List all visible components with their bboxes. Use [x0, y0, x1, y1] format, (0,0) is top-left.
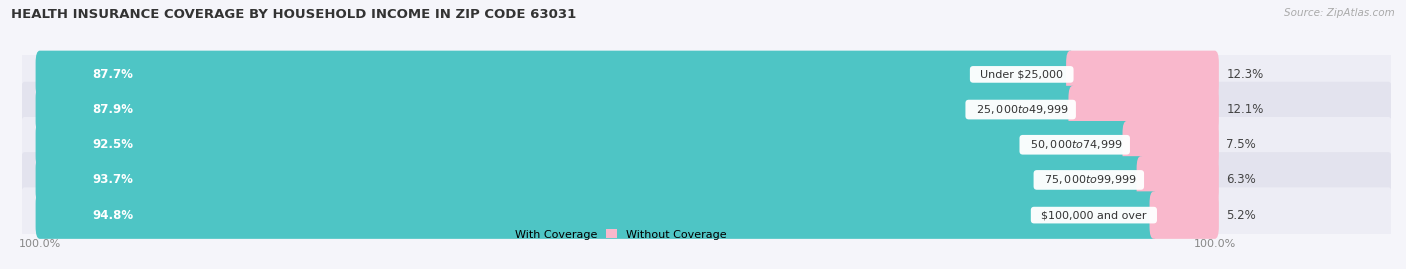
Text: 6.3%: 6.3%: [1226, 174, 1256, 186]
FancyBboxPatch shape: [35, 121, 1130, 168]
Text: $25,000 to $49,999: $25,000 to $49,999: [969, 103, 1073, 116]
FancyBboxPatch shape: [1136, 156, 1219, 204]
Text: 5.2%: 5.2%: [1226, 208, 1256, 222]
Text: $100,000 and over: $100,000 and over: [1035, 210, 1154, 220]
Text: 12.1%: 12.1%: [1226, 103, 1264, 116]
Legend: With Coverage, Without Coverage: With Coverage, Without Coverage: [495, 229, 727, 240]
Text: 7.5%: 7.5%: [1226, 138, 1256, 151]
FancyBboxPatch shape: [1122, 121, 1219, 168]
FancyBboxPatch shape: [35, 86, 1077, 133]
FancyBboxPatch shape: [21, 152, 1392, 208]
FancyBboxPatch shape: [35, 51, 1074, 98]
FancyBboxPatch shape: [1066, 51, 1219, 98]
Text: Source: ZipAtlas.com: Source: ZipAtlas.com: [1284, 8, 1395, 18]
Text: 12.3%: 12.3%: [1226, 68, 1264, 81]
FancyBboxPatch shape: [35, 156, 1144, 204]
FancyBboxPatch shape: [1069, 86, 1219, 133]
Text: 87.9%: 87.9%: [93, 103, 134, 116]
Text: Under $25,000: Under $25,000: [973, 69, 1070, 79]
Text: 93.7%: 93.7%: [93, 174, 134, 186]
Text: $50,000 to $74,999: $50,000 to $74,999: [1022, 138, 1126, 151]
FancyBboxPatch shape: [21, 117, 1392, 172]
Text: HEALTH INSURANCE COVERAGE BY HOUSEHOLD INCOME IN ZIP CODE 63031: HEALTH INSURANCE COVERAGE BY HOUSEHOLD I…: [11, 8, 576, 21]
Text: 94.8%: 94.8%: [93, 208, 134, 222]
FancyBboxPatch shape: [21, 47, 1392, 102]
FancyBboxPatch shape: [21, 187, 1392, 243]
Text: 92.5%: 92.5%: [93, 138, 134, 151]
Text: 87.7%: 87.7%: [93, 68, 134, 81]
FancyBboxPatch shape: [21, 82, 1392, 137]
FancyBboxPatch shape: [1150, 191, 1219, 239]
Text: $75,000 to $99,999: $75,000 to $99,999: [1036, 174, 1140, 186]
FancyBboxPatch shape: [35, 191, 1157, 239]
